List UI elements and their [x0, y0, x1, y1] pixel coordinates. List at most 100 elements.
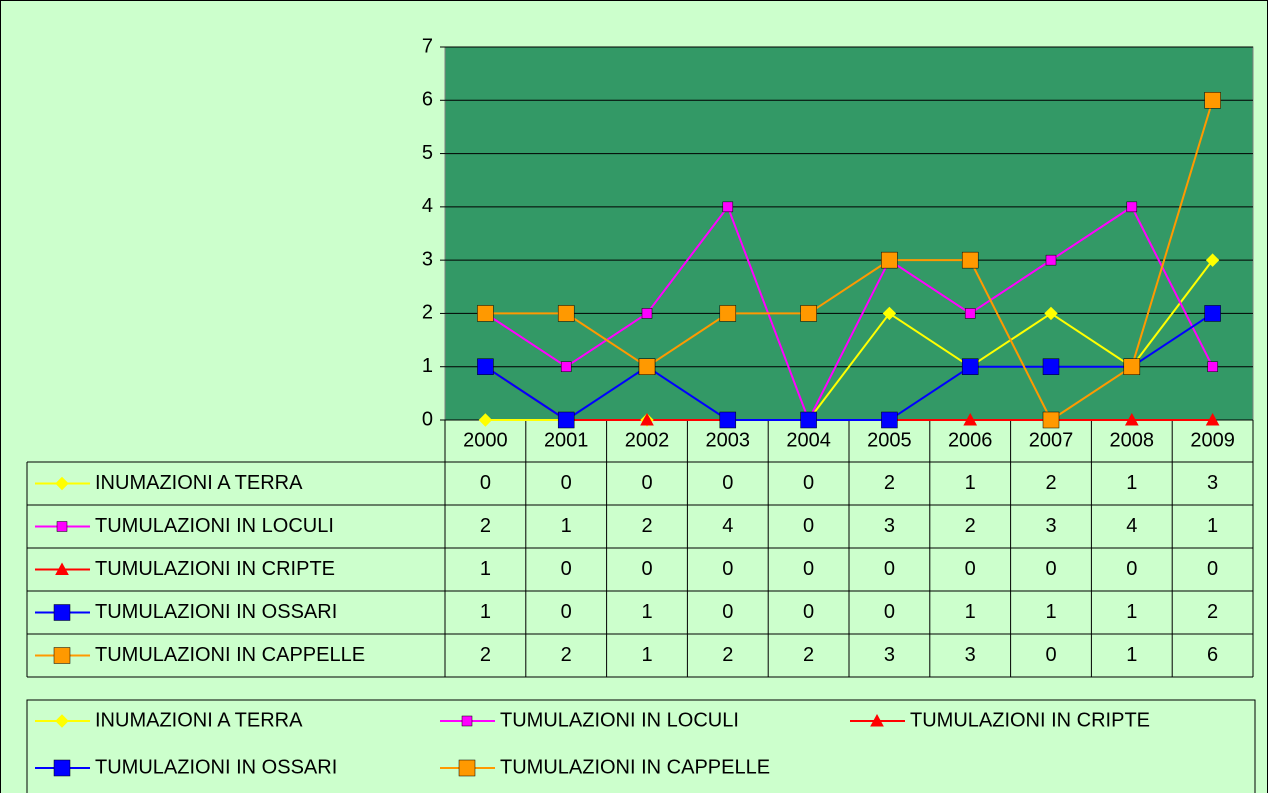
table-cell: 0	[641, 558, 652, 580]
x-tick-label: 2009	[1190, 429, 1235, 451]
table-cell: 0	[884, 558, 895, 580]
marker	[557, 305, 575, 322]
x-tick-label: 2002	[625, 429, 670, 451]
table-series-name: TUMULAZIONI IN CRIPTE	[95, 558, 335, 580]
x-tick-label: 2005	[867, 429, 912, 451]
marker	[560, 361, 572, 372]
table-cell: 0	[803, 601, 814, 623]
table-cell: 2	[1045, 472, 1056, 494]
table-cell: 2	[561, 644, 572, 666]
y-tick-label: 0	[422, 408, 433, 430]
table-cell: 1	[480, 558, 491, 580]
table-cell: 0	[561, 601, 572, 623]
x-tick-label: 2003	[706, 429, 751, 451]
y-tick-label: 6	[422, 89, 433, 111]
table-cell: 2	[480, 515, 491, 537]
table-series-name: INUMAZIONI A TERRA	[95, 472, 303, 494]
table-cell: 0	[1126, 558, 1137, 580]
marker	[719, 305, 737, 322]
table-cell: 3	[884, 644, 895, 666]
x-tick-label: 2001	[544, 429, 589, 451]
table-cell: 0	[1045, 644, 1056, 666]
marker	[1124, 412, 1139, 426]
table-cell: 0	[561, 558, 572, 580]
marker	[719, 411, 737, 429]
table-cell: 4	[1126, 515, 1137, 537]
table-cell: 1	[1126, 472, 1137, 494]
table-cell: 0	[722, 601, 733, 623]
series-line	[484, 312, 1214, 422]
table-cell: 4	[722, 515, 733, 537]
x-tick-label: 2004	[786, 429, 831, 451]
marker	[1042, 358, 1060, 375]
marker	[53, 759, 71, 777]
marker	[53, 604, 71, 621]
table-cell: 3	[884, 515, 895, 537]
marker	[870, 713, 884, 727]
marker	[964, 308, 976, 319]
marker	[800, 411, 817, 429]
table-cell: 0	[561, 472, 572, 494]
table-cell: 0	[884, 601, 895, 623]
legend-label: INUMAZIONI A TERRA	[95, 709, 303, 731]
table-cell: 1	[480, 601, 491, 623]
table-cell: 1	[641, 601, 652, 623]
table-cell: 0	[803, 472, 814, 494]
marker	[640, 412, 654, 426]
table-cell: 2	[803, 644, 814, 666]
marker	[1205, 253, 1220, 267]
table-cell: 0	[965, 558, 976, 580]
marker	[641, 308, 653, 319]
table-cell: 1	[1045, 601, 1056, 623]
table-cell: 1	[641, 644, 652, 666]
table-cell: 1	[561, 515, 572, 537]
marker	[881, 411, 898, 429]
marker	[1123, 358, 1141, 375]
table-cell: 0	[641, 472, 652, 494]
y-tick-label: 7	[422, 35, 433, 57]
table-cell: 0	[480, 472, 491, 494]
marker	[800, 305, 817, 322]
marker	[458, 759, 476, 777]
x-tick-label: 2007	[1029, 429, 1074, 451]
marker	[961, 251, 979, 269]
marker	[55, 476, 69, 491]
x-tick-label: 2006	[948, 429, 993, 451]
legend-label: TUMULAZIONI IN LOCULI	[500, 709, 739, 731]
y-tick-label: 5	[422, 142, 433, 164]
marker	[1045, 254, 1057, 266]
marker	[477, 305, 494, 322]
table-cell: 0	[1045, 558, 1056, 580]
table-cell: 1	[1126, 644, 1137, 666]
table-series-name: TUMULAZIONI IN LOCULI	[95, 515, 334, 537]
table-cell: 2	[480, 644, 491, 666]
table-cell: 2	[884, 472, 895, 494]
marker	[882, 306, 897, 321]
marker	[961, 358, 979, 375]
series-line	[485, 99, 1214, 422]
table-cell: 3	[1207, 472, 1218, 494]
legend-label: TUMULAZIONI IN OSSARI	[95, 756, 337, 778]
table-cell: 1	[965, 472, 976, 494]
marker	[881, 251, 898, 269]
x-tick-label: 2000	[463, 429, 508, 451]
marker	[963, 412, 978, 426]
legend-label: TUMULAZIONI IN CAPPELLE	[500, 756, 770, 778]
marker	[722, 201, 734, 213]
table-cell: 0	[722, 558, 733, 580]
x-tick-label: 2008	[1110, 429, 1155, 451]
table-series-name: TUMULAZIONI IN OSSARI	[95, 601, 337, 623]
marker	[1207, 361, 1218, 372]
table-cell: 3	[1045, 515, 1056, 537]
marker	[557, 411, 575, 429]
table-cell: 1	[1126, 601, 1137, 623]
marker	[477, 358, 494, 375]
table-cell: 1	[1207, 515, 1218, 537]
marker	[461, 715, 473, 727]
marker	[478, 413, 493, 427]
table-cell: 0	[722, 472, 733, 494]
table-cell: 1	[965, 601, 976, 623]
marker	[1126, 201, 1138, 213]
marker	[1204, 305, 1221, 322]
